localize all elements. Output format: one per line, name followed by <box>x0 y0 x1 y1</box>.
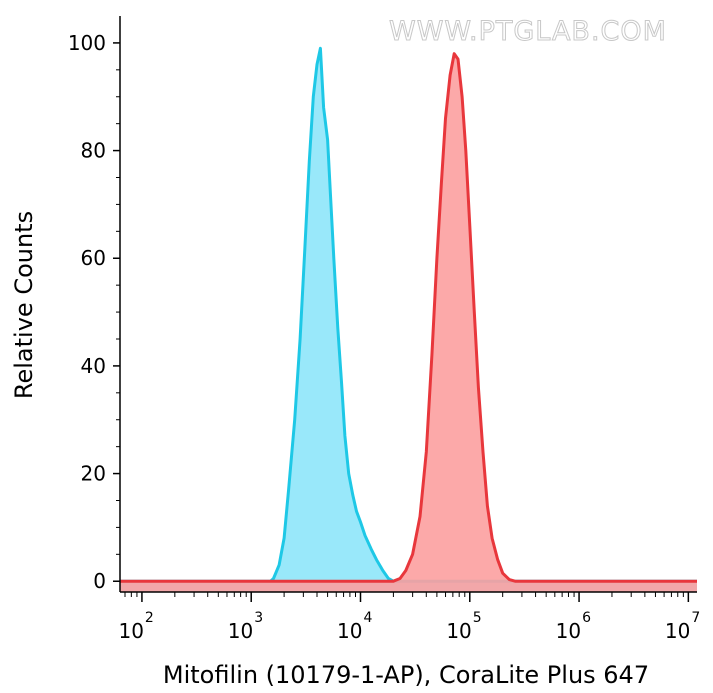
series-2-area <box>120 53 697 592</box>
y-tick-label-20: 20 <box>81 462 106 486</box>
x-tick-exponent-4: 4 <box>363 610 372 626</box>
series-layer <box>120 46 697 593</box>
x-tick-label-3: 10 <box>228 619 253 643</box>
y-tick-label-60: 60 <box>81 246 106 270</box>
x-tick-label-2: 10 <box>118 619 143 643</box>
y-tick-label-80: 80 <box>81 139 106 163</box>
y-tick-label-0: 0 <box>93 569 106 593</box>
y-tick-label-100: 100 <box>68 31 106 55</box>
x-tick-exponent-3: 3 <box>254 610 263 626</box>
series-1-area <box>120 48 697 593</box>
x-tick-exponent-2: 2 <box>145 610 154 626</box>
watermark: WWW.PTGLAB.COM <box>389 16 667 47</box>
x-tick-exponent-5: 5 <box>473 610 482 626</box>
x-tick-exponent-7: 7 <box>691 610 700 626</box>
y-tick-label-40: 40 <box>81 354 106 378</box>
x-tick-label-4: 10 <box>337 619 362 643</box>
x-tick-exponent-6: 6 <box>582 610 591 626</box>
x-tick-label-7: 10 <box>665 619 690 643</box>
x-axis-title: Mitofilin (10179-1-AP), CoraLite Plus 64… <box>163 661 649 689</box>
x-tick-label-5: 10 <box>446 619 471 643</box>
x-tick-label-6: 10 <box>556 619 581 643</box>
y-axis-title: Relative Counts <box>10 211 38 399</box>
series-2-line <box>120 52 697 583</box>
series-1-line <box>120 46 697 583</box>
